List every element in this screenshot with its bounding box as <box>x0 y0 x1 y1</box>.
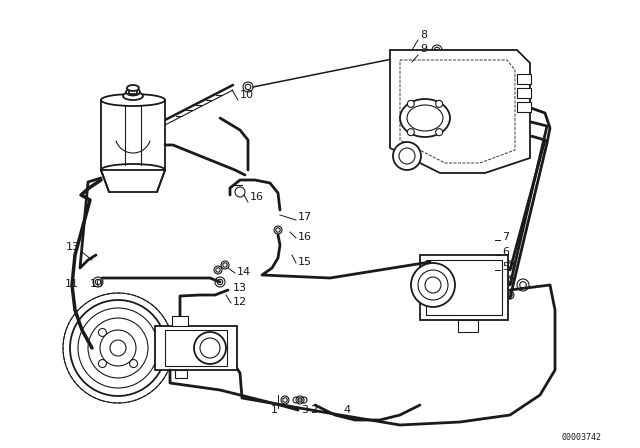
Text: 3: 3 <box>301 405 308 415</box>
Text: 00003742: 00003742 <box>562 433 602 442</box>
Bar <box>517 88 531 98</box>
Circle shape <box>194 332 226 364</box>
Text: 17: 17 <box>298 212 312 222</box>
Ellipse shape <box>123 92 143 100</box>
Circle shape <box>99 360 106 367</box>
Text: 13: 13 <box>233 283 247 293</box>
Circle shape <box>407 129 414 136</box>
Text: 10: 10 <box>90 279 104 289</box>
Ellipse shape <box>101 164 165 176</box>
Text: 8: 8 <box>420 30 427 40</box>
Text: 7: 7 <box>502 232 509 242</box>
Text: 11: 11 <box>65 279 79 289</box>
Text: 12: 12 <box>233 297 247 307</box>
Bar <box>175 370 187 378</box>
Circle shape <box>425 277 441 293</box>
Bar <box>420 255 508 320</box>
Circle shape <box>129 360 138 367</box>
Text: 10: 10 <box>240 90 254 100</box>
Circle shape <box>110 340 126 356</box>
Circle shape <box>70 300 166 396</box>
Text: 16: 16 <box>250 192 264 202</box>
Circle shape <box>436 100 443 108</box>
Circle shape <box>411 263 455 307</box>
Bar <box>517 102 531 112</box>
Circle shape <box>436 129 443 136</box>
Text: 9: 9 <box>420 44 427 54</box>
Text: 5: 5 <box>502 262 509 272</box>
Text: 15: 15 <box>298 257 312 267</box>
Circle shape <box>407 100 414 108</box>
Bar <box>426 260 502 315</box>
Ellipse shape <box>127 85 139 91</box>
Circle shape <box>418 270 448 300</box>
Circle shape <box>393 142 421 170</box>
Text: 1: 1 <box>271 405 278 415</box>
Text: 6: 6 <box>502 247 509 257</box>
Ellipse shape <box>126 89 140 95</box>
Circle shape <box>100 330 136 366</box>
Bar <box>155 326 237 370</box>
Polygon shape <box>101 170 165 192</box>
Ellipse shape <box>407 105 443 131</box>
Text: 16: 16 <box>298 232 312 242</box>
Bar <box>165 330 227 366</box>
Text: 14: 14 <box>237 267 251 277</box>
Text: 13: 13 <box>66 242 80 252</box>
Bar <box>517 74 531 84</box>
Polygon shape <box>390 50 530 173</box>
Circle shape <box>200 338 220 358</box>
Bar <box>172 316 188 326</box>
Bar <box>458 320 478 332</box>
Bar <box>101 100 165 170</box>
Text: 2: 2 <box>310 405 317 415</box>
Circle shape <box>399 148 415 164</box>
Ellipse shape <box>101 94 165 106</box>
Bar <box>129 88 137 94</box>
Circle shape <box>78 308 158 388</box>
Ellipse shape <box>400 99 450 137</box>
Circle shape <box>99 328 106 336</box>
Circle shape <box>88 318 148 378</box>
Text: 4: 4 <box>344 405 351 415</box>
